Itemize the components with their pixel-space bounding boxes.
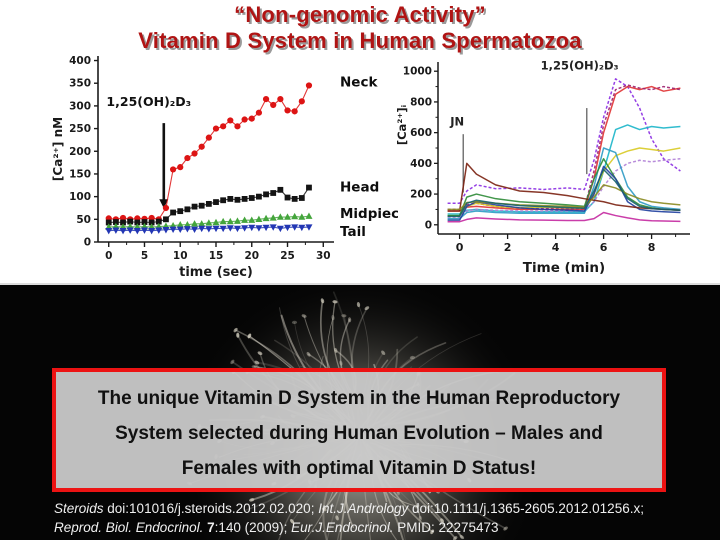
slide-title: “Non-genomic Activity” Vitamin D System … <box>0 2 720 54</box>
svg-text:Time (min): Time (min) <box>523 260 605 276</box>
svg-text:400: 400 <box>410 158 432 170</box>
svg-text:0: 0 <box>425 219 432 231</box>
citation-segment: Reprod. Biol. Endocrinol. <box>54 519 208 535</box>
svg-text:JN: JN <box>449 115 464 129</box>
citation-segment: doi:10.1111/j.1365-2605.2012.01256.x; <box>408 501 644 516</box>
svg-text:1,25(OH)₂D₃: 1,25(OH)₂D₃ <box>106 94 191 109</box>
svg-text:200: 200 <box>69 146 91 158</box>
svg-text:[Ca²⁺] nM: [Ca²⁺] nM <box>51 117 65 181</box>
statement-line-3: Females with optimal Vitamin D Status! <box>181 458 537 479</box>
svg-text:15: 15 <box>209 250 224 262</box>
svg-text:30: 30 <box>316 250 331 262</box>
svg-text:0: 0 <box>105 250 112 262</box>
svg-text:350: 350 <box>69 78 91 90</box>
svg-text:25: 25 <box>280 250 295 262</box>
svg-text:5: 5 <box>141 250 148 262</box>
citation-segment: PMID: 22275473 <box>393 519 499 535</box>
svg-text:[Ca²⁺]ᵢ: [Ca²⁺]ᵢ <box>396 105 409 145</box>
svg-text:8: 8 <box>648 241 656 254</box>
citation-segment: doi:101016/j.steroids.2012.02.020; <box>103 501 319 516</box>
citation-segment: Steroids <box>54 501 104 516</box>
statement-line-1: The unique Vitamin D System in the Human… <box>97 388 621 409</box>
svg-text:Tail: Tail <box>340 224 366 240</box>
svg-text:200: 200 <box>410 189 432 201</box>
svg-text:1000: 1000 <box>403 66 432 78</box>
svg-text:250: 250 <box>69 123 91 135</box>
svg-text:0: 0 <box>456 241 464 254</box>
left-chart-svg: 0 50 100 150 200 250 300 350 400 0 5 10 15 20 25 30 time… <box>51 55 408 280</box>
citation-segment: :140 (2009); <box>214 519 292 535</box>
statement-box: The unique Vitamin D System in the Human… <box>52 368 666 492</box>
title-line-1: “Non-genomic Activity” <box>234 2 486 27</box>
svg-text:20: 20 <box>244 250 259 262</box>
citation-line-2: Reprod. Biol. Endocrinol. 7:140 (2009); … <box>54 519 680 538</box>
right-chart-svg: 0 200 400 600 800 1000 0 2 4 6 8 Time (min) [Ca²⁺]ᵢ J… <box>395 59 690 276</box>
svg-text:400: 400 <box>69 55 91 67</box>
citation-block: Steroids doi:101016/j.steroids.2012.02.0… <box>54 500 680 537</box>
svg-text:Head: Head <box>340 180 379 196</box>
svg-text:600: 600 <box>410 127 432 139</box>
svg-text:50: 50 <box>76 214 91 226</box>
svg-text:time (sec): time (sec) <box>179 265 253 280</box>
svg-text:2: 2 <box>504 241 512 254</box>
svg-text:Neck: Neck <box>340 74 378 90</box>
citation-line-1: Steroids doi:101016/j.steroids.2012.02.0… <box>54 500 680 519</box>
title-line-2: Vitamin D System in Human Spermatozoa <box>138 28 582 53</box>
svg-text:10: 10 <box>173 250 188 262</box>
citation-segment: 7 <box>207 519 215 535</box>
svg-text:0: 0 <box>84 237 91 249</box>
calcium-kinetics-chart: 0 50 100 150 200 250 300 350 400 0 5 10 15 20 25 30 time… <box>50 48 408 282</box>
svg-text:6: 6 <box>600 241 608 254</box>
svg-text:4: 4 <box>552 241 560 254</box>
svg-text:150: 150 <box>69 168 91 180</box>
svg-text:1,25(OH)₂D₃: 1,25(OH)₂D₃ <box>541 59 619 73</box>
lower-black-panel: The unique Vitamin D System in the Human… <box>0 283 720 540</box>
svg-text:800: 800 <box>410 96 432 108</box>
citation-segment: Int.J.Andrology <box>318 501 409 516</box>
citation-segment: Eur.J.Endocrinol. <box>291 519 394 535</box>
svg-text:Midpiece: Midpiece <box>340 206 398 222</box>
svg-text:300: 300 <box>69 100 91 112</box>
statement-line-2: System selected during Human Evolution –… <box>115 423 603 444</box>
svg-text:100: 100 <box>69 191 91 203</box>
calcium-traces-chart: 0 200 400 600 800 1000 0 2 4 6 8 Time (min) [Ca²⁺]ᵢ J… <box>395 52 702 280</box>
